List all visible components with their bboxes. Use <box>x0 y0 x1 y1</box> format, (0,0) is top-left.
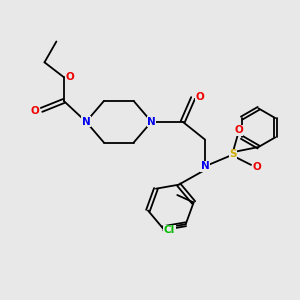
Text: Cl: Cl <box>164 225 175 235</box>
Text: O: O <box>195 92 204 101</box>
Text: N: N <box>147 117 156 127</box>
Text: O: O <box>252 162 261 172</box>
Text: S: S <box>230 149 237 160</box>
Text: N: N <box>201 161 209 171</box>
Text: O: O <box>234 125 243 135</box>
Text: O: O <box>66 72 75 82</box>
Text: O: O <box>31 106 39 116</box>
Text: N: N <box>82 117 91 127</box>
